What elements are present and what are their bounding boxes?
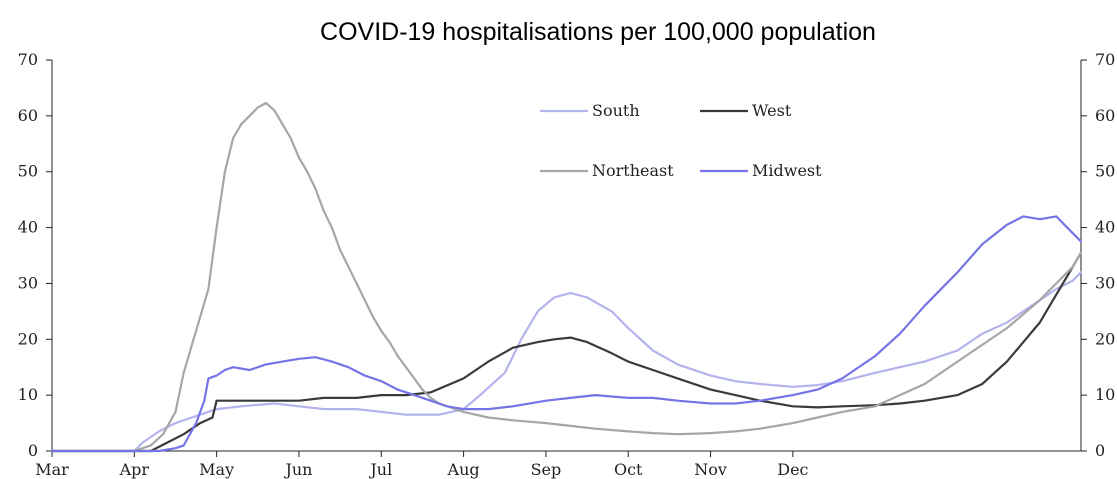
- y-tick-label-left: 70: [18, 50, 38, 69]
- x-tick-label: Nov: [694, 460, 727, 479]
- y-tick-label-left: 0: [28, 441, 38, 460]
- series-lines: [50, 101, 1083, 453]
- y-tick-label-left: 60: [18, 106, 38, 125]
- x-tick-label: May: [199, 460, 234, 479]
- x-tick-label: Jul: [368, 460, 392, 479]
- y-tick-label-left: 10: [18, 385, 38, 404]
- series-line-south: [50, 271, 1083, 453]
- y-tick-label-right: 10: [1095, 385, 1115, 404]
- y-tick-label-right: 0: [1095, 441, 1105, 460]
- x-tick-label: Jun: [283, 460, 312, 479]
- y-tick-label-right: 40: [1095, 218, 1115, 237]
- y-tick-label-left: 50: [18, 162, 38, 181]
- legend-label-midwest: Midwest: [752, 161, 822, 180]
- y-tick-label-right: 30: [1095, 273, 1115, 292]
- y-ticks-right: 0 10 20 30 40 50 60 70: [1081, 50, 1115, 460]
- x-ticks: Mar Apr May Jun Jul Aug Sep Oct Nov Dec: [35, 451, 809, 479]
- x-tick-label: Oct: [614, 460, 643, 479]
- y-tick-label-right: 50: [1095, 162, 1115, 181]
- y-tick-label-left: 40: [18, 218, 38, 237]
- y-tick-label-right: 20: [1095, 329, 1115, 348]
- x-tick-label: Mar: [35, 460, 69, 479]
- series-line-northeast: [50, 101, 1083, 453]
- chart-title: COVID-19 hospitalisations per 100,000 po…: [320, 18, 876, 46]
- series-line-west: [50, 251, 1083, 453]
- y-tick-label-left: 20: [18, 329, 38, 348]
- x-tick-label: Apr: [119, 460, 150, 479]
- x-tick-label: Aug: [447, 460, 480, 479]
- legend-label-west: West: [752, 101, 792, 120]
- y-tick-label-left: 30: [18, 273, 38, 292]
- legend-label-northeast: Northeast: [592, 161, 674, 180]
- x-tick-label: Dec: [777, 460, 808, 479]
- legend-label-south: South: [592, 101, 640, 120]
- y-tick-label-right: 60: [1095, 106, 1115, 125]
- legend: South West Northeast Midwest: [540, 101, 822, 180]
- x-tick-label: Sep: [531, 460, 562, 479]
- y-ticks-left: 0 10 20 30 40 50 60 70: [18, 50, 52, 460]
- series-line-midwest: [50, 215, 1083, 453]
- y-tick-label-right: 70: [1095, 50, 1115, 69]
